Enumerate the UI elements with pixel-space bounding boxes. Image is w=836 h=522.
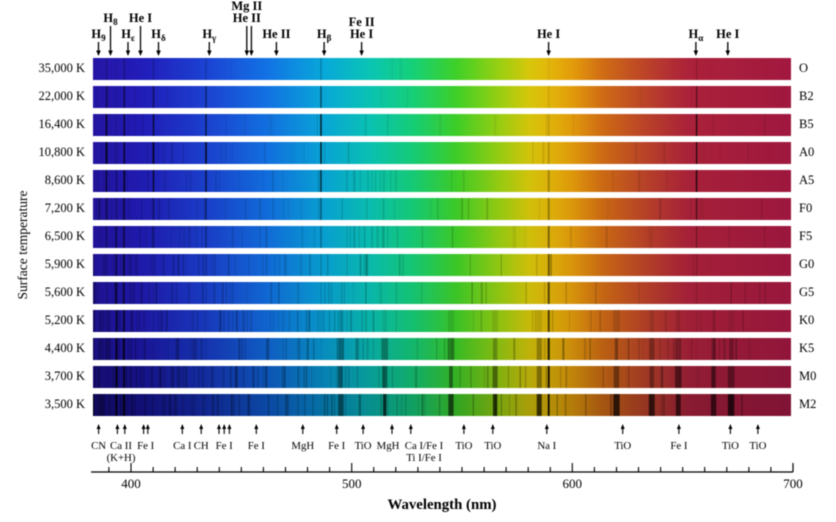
svg-text:5,900 K: 5,900 K — [45, 257, 85, 271]
svg-text:K5: K5 — [799, 341, 814, 355]
svg-text:(K+H): (K+H) — [107, 452, 136, 464]
svg-text:Ti I/Fe I: Ti I/Fe I — [406, 452, 442, 464]
svg-text:F5: F5 — [799, 229, 812, 243]
svg-text:5,200 K: 5,200 K — [45, 313, 85, 327]
svg-text:He II: He II — [262, 27, 290, 41]
svg-text:Fe I: Fe I — [328, 440, 345, 452]
svg-text:16,400 K: 16,400 K — [38, 117, 85, 131]
svg-text:Ca I: Ca I — [173, 440, 192, 452]
svg-text:TiO: TiO — [455, 440, 472, 452]
svg-text:7,200 K: 7,200 K — [45, 201, 85, 215]
svg-text:TiO: TiO — [355, 440, 372, 452]
svg-text:500: 500 — [342, 476, 362, 491]
svg-text:5,600 K: 5,600 K — [45, 285, 85, 299]
svg-text:G5: G5 — [799, 285, 814, 299]
svg-text:700: 700 — [783, 476, 803, 491]
svg-text:F0: F0 — [799, 201, 812, 215]
svg-text:Fe II: Fe II — [349, 15, 375, 29]
svg-text:Mg II: Mg II — [231, 0, 262, 13]
svg-text:B5: B5 — [799, 117, 814, 131]
svg-text:He I: He I — [716, 27, 739, 41]
svg-text:Surface temperature: Surface temperature — [15, 190, 30, 299]
svg-text:MgH: MgH — [377, 440, 400, 452]
svg-text:Fe I: Fe I — [670, 440, 687, 452]
svg-text:4,400 K: 4,400 K — [45, 341, 85, 355]
svg-text:3,500 K: 3,500 K — [45, 397, 85, 411]
svg-text:Fe I: Fe I — [216, 440, 233, 452]
svg-text:Fe I: Fe I — [248, 440, 265, 452]
svg-text:TiO: TiO — [614, 440, 631, 452]
svg-text:M2: M2 — [799, 397, 816, 411]
svg-text:22,000 K: 22,000 K — [38, 89, 85, 103]
svg-text:Wavelength (nm): Wavelength (nm) — [388, 497, 497, 513]
svg-text:He I: He I — [537, 27, 560, 41]
svg-text:K0: K0 — [799, 313, 814, 327]
svg-text:600: 600 — [563, 476, 583, 491]
svg-text:6,500 K: 6,500 K — [45, 229, 85, 243]
svg-text:MgH: MgH — [291, 440, 314, 452]
svg-text:He I: He I — [129, 11, 152, 25]
svg-text:B2: B2 — [799, 89, 814, 103]
svg-text:Fe I: Fe I — [137, 440, 154, 452]
svg-text:Ca I/Fe I: Ca I/Fe I — [405, 440, 444, 452]
svg-text:O: O — [799, 61, 808, 75]
svg-text:3,700 K: 3,700 K — [45, 369, 85, 383]
svg-text:G0: G0 — [799, 257, 814, 271]
svg-text:A5: A5 — [799, 173, 814, 187]
svg-text:M0: M0 — [799, 369, 816, 383]
svg-text:TiO: TiO — [484, 440, 501, 452]
svg-text:Ca II: Ca II — [110, 440, 132, 452]
svg-text:CH: CH — [194, 440, 209, 452]
svg-text:Na I: Na I — [537, 440, 556, 452]
svg-text:400: 400 — [121, 476, 141, 491]
svg-text:He I: He I — [350, 27, 373, 41]
svg-text:10,800 K: 10,800 K — [38, 145, 85, 159]
svg-text:A0: A0 — [799, 145, 814, 159]
svg-text:35,000 K: 35,000 K — [38, 61, 85, 75]
svg-text:8,600 K: 8,600 K — [45, 173, 85, 187]
svg-text:TiO: TiO — [749, 440, 766, 452]
svg-text:TiO: TiO — [722, 440, 739, 452]
svg-text:CN: CN — [91, 440, 106, 452]
svg-text:He II: He II — [233, 11, 261, 25]
